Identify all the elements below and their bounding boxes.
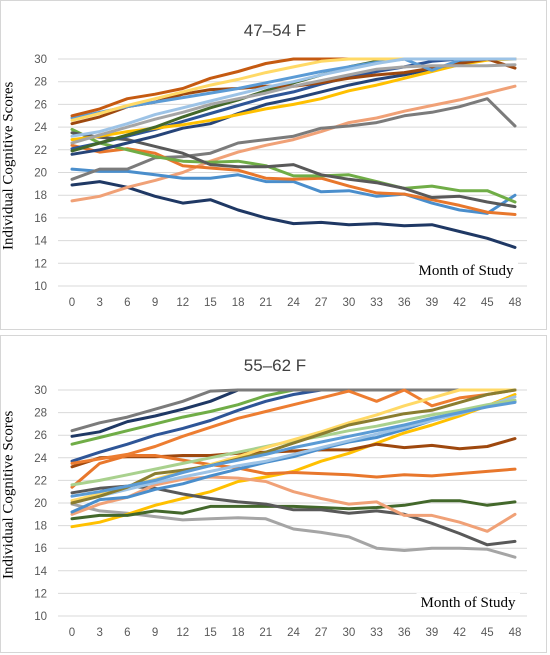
- chart-panel-bottom: Individual Cognitive Scores 55–62 F 10 12 1…: [0, 335, 547, 653]
- y-tick-label: 26: [34, 99, 47, 111]
- x-tick-label: 15: [204, 297, 217, 309]
- x-tick-label: 33: [370, 627, 383, 639]
- x-tick-label: 9: [152, 297, 158, 309]
- x-tick-label: 0: [69, 627, 75, 639]
- x-tick-label: 21: [259, 627, 272, 639]
- series-line-6: [70, 127, 517, 204]
- x-tick-label: 24: [287, 297, 300, 309]
- series-line-2: [70, 84, 517, 203]
- y-tick-label: 18: [34, 521, 47, 533]
- x-axis-label: Month of Study: [418, 263, 514, 279]
- y-tick-label: 20: [34, 168, 47, 180]
- series-line-9: [70, 395, 517, 503]
- x-tick-label: 48: [509, 297, 522, 309]
- chart-panel-top: Individual Cognitive Scores 47–54 F 10 12 1…: [0, 0, 547, 330]
- series-line-3: [70, 499, 517, 521]
- y-tick-label: 18: [34, 190, 47, 202]
- x-tick-label: 42: [453, 627, 466, 639]
- x-tick-label: 9: [152, 627, 158, 639]
- series-line-1: [70, 502, 517, 559]
- x-tick-label: 30: [342, 297, 355, 309]
- x-tick-label: 27: [315, 627, 328, 639]
- y-tick-label: 30: [34, 54, 47, 66]
- x-tick-label: 48: [509, 627, 522, 639]
- x-tick-label: 39: [426, 627, 439, 639]
- series-line-17: [70, 388, 517, 505]
- y-tick-label: 12: [34, 258, 47, 270]
- x-tick-label: 27: [315, 297, 328, 309]
- y-tick-label: 14: [34, 566, 47, 578]
- x-tick-label: 0: [69, 297, 75, 309]
- y-tick-label: 20: [34, 498, 47, 510]
- y-tick-label: 16: [34, 543, 47, 555]
- x-tick-label: 21: [259, 297, 272, 309]
- series-line-13: [70, 388, 517, 433]
- series-line-3: [70, 167, 517, 215]
- series-line-7: [70, 131, 517, 209]
- y-tick-label: 16: [34, 213, 47, 225]
- x-tick-label: 6: [124, 627, 130, 639]
- y-tick-label: 28: [34, 408, 47, 420]
- x-tick-label: 15: [204, 627, 217, 639]
- x-tick-label: 39: [426, 297, 439, 309]
- series-line-15: [70, 63, 517, 145]
- x-axis-label: Month of Study: [420, 595, 516, 611]
- y-tick-label: 22: [34, 145, 47, 157]
- series-line-14: [70, 388, 517, 465]
- x-tick-label: 33: [370, 297, 383, 309]
- x-tick-label: 6: [124, 297, 130, 309]
- y-tick-label: 28: [34, 77, 47, 89]
- series-line-17: [70, 57, 517, 138]
- x-tick-label: 18: [232, 627, 245, 639]
- x-tick-label: 18: [232, 297, 245, 309]
- x-tick-label: 3: [96, 627, 102, 639]
- x-axis-label-background: [416, 593, 521, 613]
- x-tick-label: 30: [342, 627, 355, 639]
- x-tick-label: 36: [398, 297, 411, 309]
- series-line-18: [70, 400, 517, 498]
- chart-title: 47–54 F: [244, 21, 306, 40]
- x-tick-label: 3: [96, 297, 102, 309]
- y-tick-label: 14: [34, 236, 47, 248]
- y-tick-label: 26: [34, 430, 47, 442]
- x-tick-label: 36: [398, 627, 411, 639]
- x-tick-label: 42: [453, 297, 466, 309]
- chart-title: 55–62 F: [244, 356, 306, 375]
- series-line-7: [70, 454, 517, 489]
- y-tick-label: 22: [34, 475, 47, 487]
- y-tick-label: 30: [34, 385, 47, 397]
- series-line-9: [70, 57, 517, 151]
- series-line-1: [70, 180, 517, 249]
- y-tick-label: 24: [34, 453, 47, 465]
- series-line-4: [70, 97, 517, 181]
- x-tick-label: 12: [176, 297, 189, 309]
- x-tick-label: 24: [287, 627, 300, 639]
- x-axis-label-background: [414, 261, 519, 281]
- series-line-5: [70, 143, 517, 216]
- x-tick-label: 45: [481, 627, 494, 639]
- y-tick-label: 12: [34, 588, 47, 600]
- series-line-5: [70, 475, 517, 533]
- x-tick-label: 12: [176, 627, 189, 639]
- y-tick-label: 10: [34, 281, 47, 293]
- y-tick-label: 10: [34, 611, 47, 623]
- x-tick-label: 45: [481, 297, 494, 309]
- y-tick-label: 24: [34, 122, 47, 134]
